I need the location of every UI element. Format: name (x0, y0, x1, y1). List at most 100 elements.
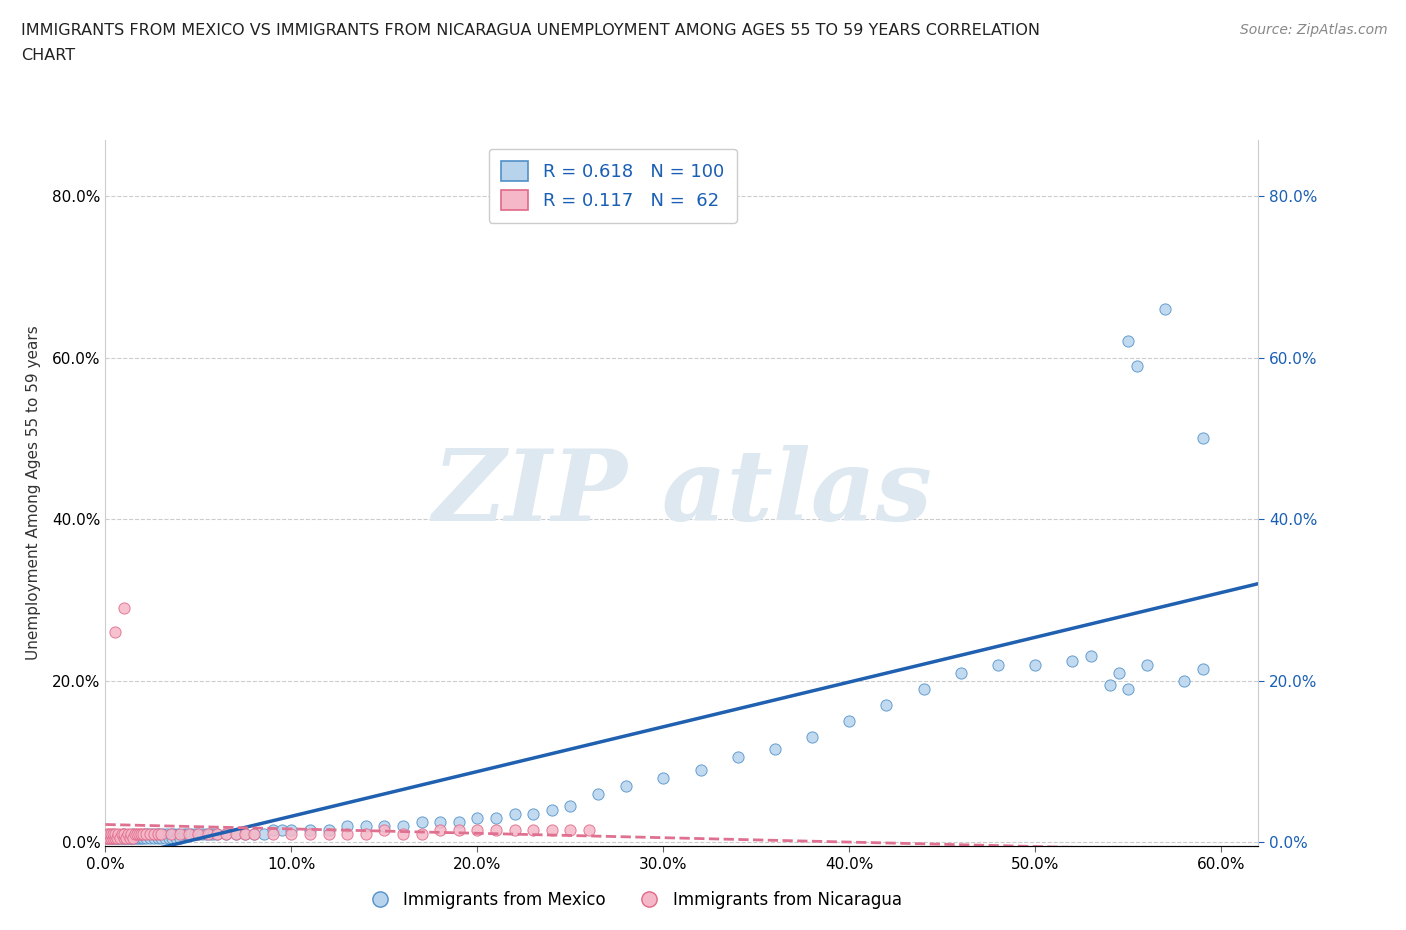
Point (118, 830, 141, 845)
Point (243, 827, 266, 842)
Point (1126, 358, 1149, 373)
Point (429, 815, 451, 830)
Point (129, 830, 152, 845)
Point (540, 803, 562, 817)
Point (107, 830, 129, 845)
Point (139, 827, 162, 842)
Point (215, 827, 238, 842)
Point (411, 815, 433, 830)
Point (183, 827, 205, 842)
Point (139, 830, 162, 845)
Point (128, 830, 150, 845)
Point (112, 830, 135, 845)
Point (271, 823, 294, 838)
Point (121, 827, 143, 842)
Point (124, 830, 146, 845)
Point (122, 830, 145, 845)
Point (134, 827, 156, 842)
Point (838, 713, 860, 728)
Point (485, 823, 508, 838)
Point (801, 730, 824, 745)
Point (167, 827, 190, 842)
Point (152, 827, 174, 842)
Point (198, 827, 221, 842)
Point (429, 823, 451, 838)
Point (727, 750, 749, 764)
Point (100, 830, 122, 845)
Point (225, 827, 247, 842)
Point (162, 830, 184, 845)
Point (128, 827, 150, 842)
Point (560, 823, 582, 838)
Point (336, 827, 359, 842)
Point (100, 827, 122, 842)
Point (159, 827, 181, 842)
Point (121, 830, 143, 845)
Point (467, 811, 489, 826)
Text: CHART: CHART (21, 48, 75, 63)
Point (1062, 653, 1084, 668)
Point (194, 827, 217, 842)
Point (111, 827, 134, 842)
Point (233, 827, 256, 842)
Point (298, 823, 321, 838)
Point (225, 827, 247, 842)
Point (169, 827, 191, 842)
Point (101, 830, 124, 845)
Point (392, 818, 415, 833)
Point (252, 827, 274, 842)
Point (191, 827, 214, 842)
Point (1024, 658, 1046, 672)
Point (96, 830, 118, 845)
Point (1191, 431, 1213, 445)
Point (153, 830, 176, 845)
Point (117, 830, 139, 845)
Point (146, 827, 169, 842)
Point (652, 770, 675, 785)
Point (118, 830, 141, 845)
Point (176, 827, 198, 842)
Point (614, 778, 637, 793)
Point (197, 827, 219, 842)
Point (148, 827, 170, 842)
Point (467, 823, 489, 838)
Point (136, 827, 159, 842)
Point (912, 682, 935, 697)
Point (354, 818, 377, 833)
Point (112, 827, 135, 842)
Point (142, 830, 165, 845)
Point (447, 823, 470, 838)
Point (117, 827, 139, 842)
Point (131, 830, 153, 845)
Point (336, 818, 359, 833)
Point (318, 827, 340, 842)
Point (98, 827, 121, 842)
Point (1080, 649, 1102, 664)
Point (98, 830, 121, 845)
Point (98, 830, 121, 845)
Point (354, 827, 377, 842)
Point (215, 827, 238, 842)
Point (129, 827, 152, 842)
Point (1116, 334, 1139, 349)
Point (411, 827, 433, 842)
Point (159, 827, 181, 842)
Point (262, 823, 284, 838)
Point (101, 830, 124, 845)
Point (373, 823, 395, 838)
Point (447, 815, 470, 830)
Point (875, 698, 897, 712)
Point (949, 665, 972, 680)
Point (243, 827, 266, 842)
Point (125, 827, 148, 842)
Text: Source: ZipAtlas.com: Source: ZipAtlas.com (1240, 23, 1388, 37)
Point (187, 827, 209, 842)
Point (124, 827, 146, 842)
Point (96, 830, 118, 845)
Point (560, 799, 582, 814)
Point (131, 827, 153, 842)
Point (485, 811, 508, 826)
Point (145, 827, 167, 842)
Point (115, 830, 138, 845)
Point (157, 830, 180, 845)
